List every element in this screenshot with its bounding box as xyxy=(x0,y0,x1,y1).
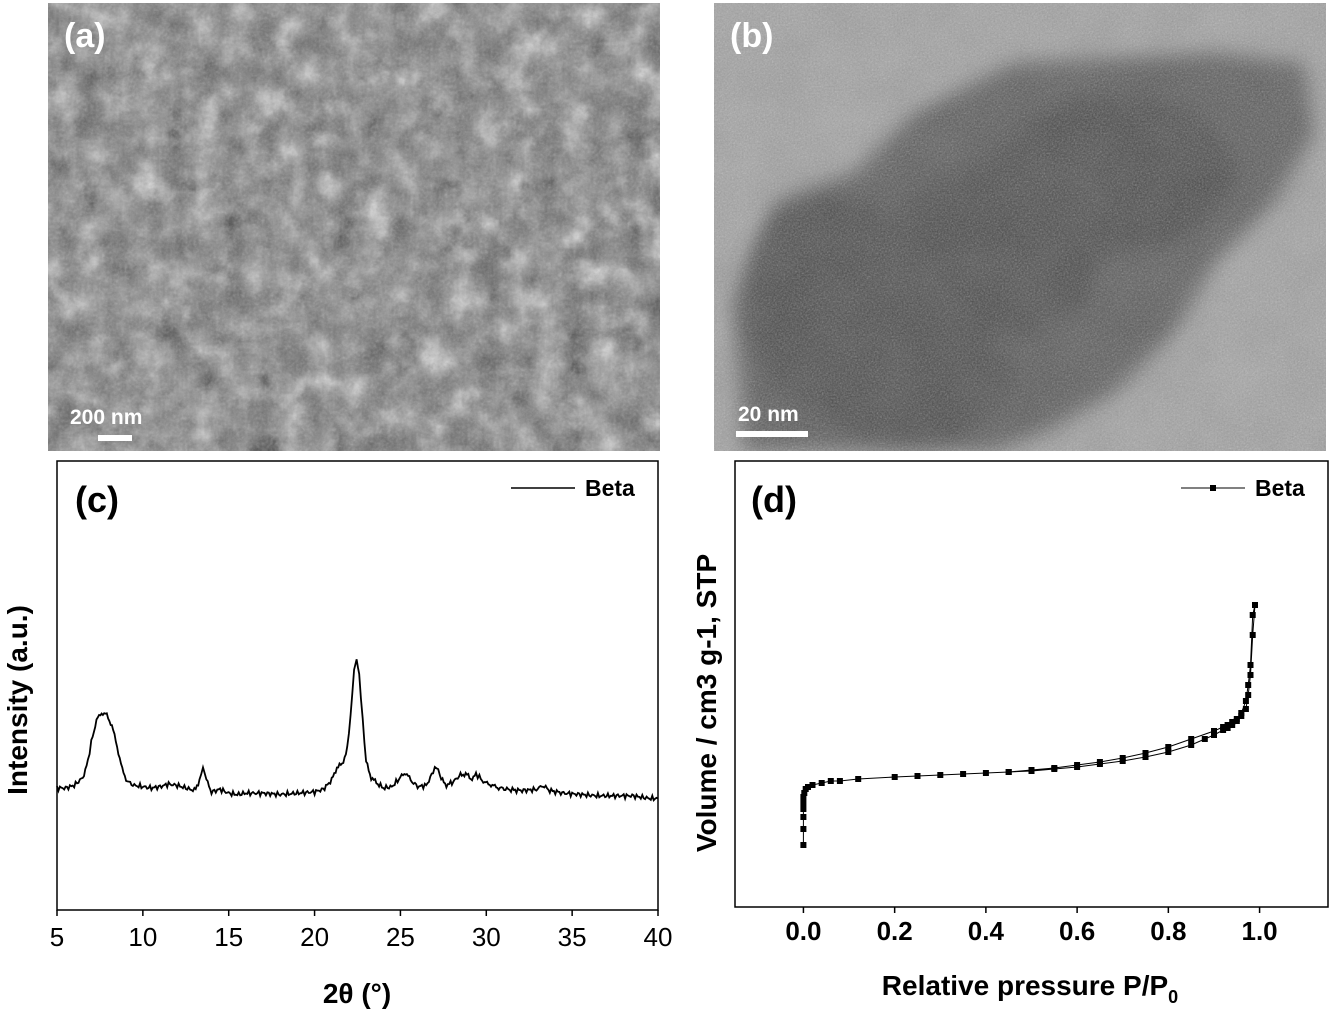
isotherm-x-tick-label-0: 0.0 xyxy=(785,916,821,946)
xrd-x-tick-label-7: 40 xyxy=(644,922,673,952)
xrd-x-tick-label-4: 25 xyxy=(386,922,415,952)
scale-bar-label-b: 20 nm xyxy=(738,403,799,426)
isotherm-point-15 xyxy=(914,773,921,779)
isotherm-point-28 xyxy=(1201,736,1208,742)
isotherm-point-41 xyxy=(1247,662,1254,668)
isotherm-point-56 xyxy=(1051,765,1058,771)
isotherm-point-1 xyxy=(800,826,807,832)
isotherm-point-34 xyxy=(1238,713,1245,719)
isotherm-point-54 xyxy=(1096,759,1103,765)
xrd-y-axis-label: Intensity (a.u.) xyxy=(2,605,33,795)
panel-label-d: (d) xyxy=(751,479,797,520)
isotherm-point-40 xyxy=(1249,612,1256,618)
isotherm-point-23 xyxy=(1096,761,1103,767)
isotherm-point-50 xyxy=(1188,736,1195,742)
isotherm-point-49 xyxy=(1211,728,1217,734)
xrd-x-axis-label: 2θ (°) xyxy=(323,978,391,1009)
isotherm-point-39 xyxy=(1252,602,1258,608)
isotherm-x-tick-label-4: 0.8 xyxy=(1150,916,1186,946)
xrd-x-tick-label-2: 15 xyxy=(214,922,243,952)
isotherm-point-14 xyxy=(891,774,898,780)
isotherm-point-53 xyxy=(1119,755,1126,761)
isotherm-point-58 xyxy=(1005,769,1012,775)
isotherm-x-tick-label-5: 1.0 xyxy=(1241,916,1277,946)
tem-micrograph: (b) 20 nm xyxy=(714,3,1326,451)
isotherm-y-axis-label: Volume / cm3 g-1, STP xyxy=(691,554,722,852)
isotherm-plot-frame xyxy=(734,460,1329,908)
sem-texture xyxy=(48,3,660,451)
isotherm-markers xyxy=(800,602,1258,848)
isotherm-point-6 xyxy=(801,790,808,796)
isotherm-point-36 xyxy=(1245,692,1252,698)
isotherm-point-57 xyxy=(1028,767,1035,773)
isotherm-point-32 xyxy=(1229,722,1236,728)
xrd-x-ticks: 5 10 15 20 25 30 35 40 xyxy=(50,910,673,952)
isotherm-point-25 xyxy=(1142,754,1149,760)
isotherm-point-19 xyxy=(1005,769,1012,775)
isotherm-x-axis-label: Relative pressure P/P0 xyxy=(882,970,1178,1007)
isotherm-point-0 xyxy=(800,842,807,848)
isotherm-point-51 xyxy=(1165,744,1172,750)
isotherm-x-tick-label-1: 0.2 xyxy=(877,916,913,946)
isotherm-point-2 xyxy=(800,814,807,820)
isotherm-point-16 xyxy=(937,772,944,778)
isotherm-point-21 xyxy=(1051,766,1058,772)
isotherm-point-43 xyxy=(1242,698,1249,704)
xrd-x-tick-label-5: 30 xyxy=(472,922,501,952)
isotherm-point-48 xyxy=(1220,724,1227,730)
isotherm-point-7 xyxy=(802,786,809,792)
isotherm-point-31 xyxy=(1224,725,1231,731)
isotherm-point-22 xyxy=(1074,764,1081,770)
xrd-x-tick-label-1: 10 xyxy=(128,922,157,952)
isotherm-point-30 xyxy=(1220,727,1227,733)
panel-label-c: (c) xyxy=(75,479,119,520)
isotherm-legend-label: Beta xyxy=(1255,475,1305,501)
xrd-plot-frame xyxy=(56,460,659,911)
xrd-x-tick-label-6: 35 xyxy=(558,922,587,952)
scale-bar-label-a: 200 nm xyxy=(70,406,143,429)
xrd-x-tick-label-0: 5 xyxy=(50,922,64,952)
isotherm-x-tick-label-2: 0.4 xyxy=(968,916,1005,946)
isotherm-point-11 xyxy=(827,778,834,784)
isotherm-point-35 xyxy=(1242,706,1249,712)
isotherm-point-24 xyxy=(1119,758,1126,764)
isotherm-point-27 xyxy=(1188,742,1195,748)
isotherm-point-20 xyxy=(1028,768,1035,774)
isotherm-point-12 xyxy=(836,778,843,784)
isotherm-point-29 xyxy=(1211,732,1217,738)
isotherm-point-47 xyxy=(1224,722,1231,728)
isotherm-series-beta xyxy=(802,604,1256,845)
isotherm-point-8 xyxy=(805,784,811,790)
isotherm-point-52 xyxy=(1142,750,1149,756)
isotherm-point-46 xyxy=(1229,719,1236,725)
isotherm-point-45 xyxy=(1233,716,1240,722)
isotherm-point-3 xyxy=(800,806,807,812)
isotherm-point-4 xyxy=(800,800,807,806)
xrd-x-tick-label-3: 20 xyxy=(300,922,329,952)
sem-micrograph: (a) 200 nm xyxy=(48,3,660,451)
xrd-legend-label: Beta xyxy=(585,475,635,501)
isotherm-point-38 xyxy=(1249,632,1256,638)
scale-bar-a xyxy=(98,435,132,441)
isotherm-point-10 xyxy=(818,780,825,786)
isotherm-point-18 xyxy=(982,770,989,776)
isotherm-point-17 xyxy=(960,771,967,777)
isotherm-point-37 xyxy=(1247,672,1254,678)
isotherm-x-tick-label-3: 0.6 xyxy=(1059,916,1095,946)
isotherm-point-44 xyxy=(1238,710,1245,716)
isotherm-point-9 xyxy=(809,782,816,788)
panel-label-b: (b) xyxy=(730,17,774,55)
isotherm-legend-marker xyxy=(1210,485,1216,491)
isotherm-point-5 xyxy=(800,794,807,800)
isotherm-point-42 xyxy=(1245,682,1252,688)
tem-texture xyxy=(714,3,1326,451)
scale-bar-b xyxy=(736,431,808,437)
isotherm-point-13 xyxy=(855,776,862,782)
xrd-series-beta xyxy=(56,659,659,802)
isotherm-point-55 xyxy=(1074,762,1081,768)
isotherm-point-26 xyxy=(1165,749,1172,755)
isotherm-x-ticks: 0.0 0.2 0.4 0.6 0.8 1.0 xyxy=(785,907,1278,946)
panel-label-a: (a) xyxy=(64,17,106,55)
isotherm-point-33 xyxy=(1233,718,1240,724)
